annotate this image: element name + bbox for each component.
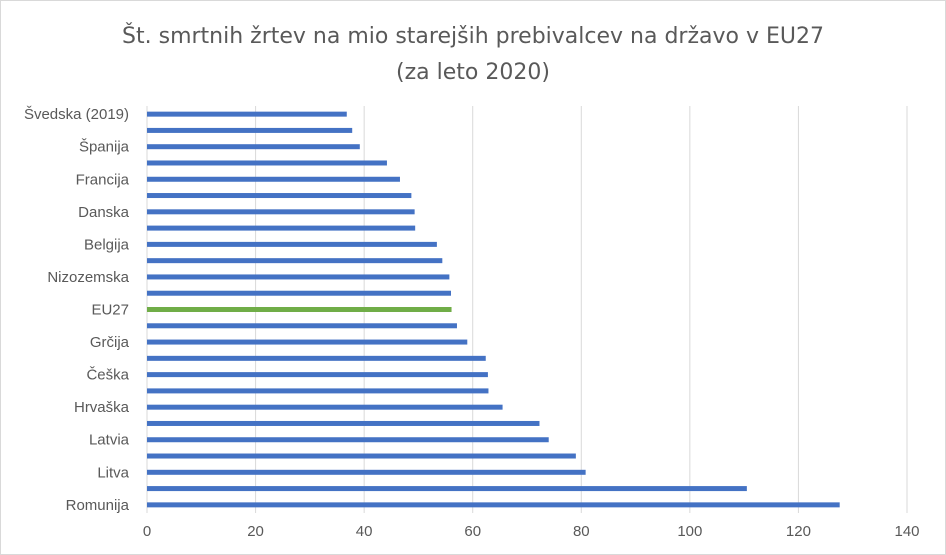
x-tick-label: 140 bbox=[894, 523, 919, 540]
chart-title: Št. smrtnih žrtev na mio starejših prebi… bbox=[122, 24, 824, 49]
bar bbox=[147, 486, 747, 492]
bar bbox=[147, 160, 387, 166]
bar bbox=[147, 274, 450, 280]
category-label: EU27 bbox=[91, 302, 129, 319]
category-label: Danska bbox=[78, 204, 130, 221]
bar bbox=[147, 209, 415, 215]
x-tick-label: 80 bbox=[573, 523, 590, 540]
bar bbox=[147, 111, 347, 117]
category-label: Češka bbox=[86, 367, 129, 384]
bar bbox=[147, 502, 840, 508]
bar bbox=[147, 420, 540, 426]
bar bbox=[147, 437, 549, 443]
category-label: Grčija bbox=[90, 334, 130, 351]
x-tick-label: 0 bbox=[143, 523, 151, 540]
bar bbox=[147, 323, 457, 329]
bar bbox=[147, 355, 486, 361]
bar bbox=[147, 241, 437, 247]
bar bbox=[147, 339, 468, 345]
category-label: Romunija bbox=[66, 497, 130, 514]
bar bbox=[147, 290, 451, 296]
category-label: Hrvaška bbox=[74, 399, 130, 416]
bar bbox=[147, 176, 400, 182]
bar bbox=[147, 404, 503, 410]
x-tick-label: 100 bbox=[677, 523, 702, 540]
category-label: Nizozemska bbox=[47, 269, 129, 286]
x-tick-label: 40 bbox=[356, 523, 373, 540]
chart-subtitle: (za leto 2020) bbox=[396, 60, 550, 85]
bar bbox=[147, 388, 489, 394]
bar bbox=[147, 193, 412, 199]
x-tick-label: 120 bbox=[786, 523, 811, 540]
bar bbox=[147, 127, 353, 133]
category-label: Litva bbox=[97, 464, 129, 481]
bar bbox=[147, 225, 416, 231]
x-tick-label: 20 bbox=[247, 523, 264, 540]
bar bbox=[147, 469, 586, 475]
bar bbox=[147, 372, 488, 378]
bar bbox=[147, 144, 360, 150]
category-label: Španija bbox=[79, 139, 130, 156]
category-label: Francija bbox=[76, 171, 130, 188]
x-tick-label: 60 bbox=[464, 523, 481, 540]
category-label: Švedska (2019) bbox=[24, 106, 129, 123]
category-label: Belgija bbox=[84, 236, 130, 253]
category-label: Latvia bbox=[89, 432, 130, 449]
bar-highlight bbox=[147, 307, 452, 312]
bar bbox=[147, 258, 443, 264]
bar bbox=[147, 453, 576, 459]
